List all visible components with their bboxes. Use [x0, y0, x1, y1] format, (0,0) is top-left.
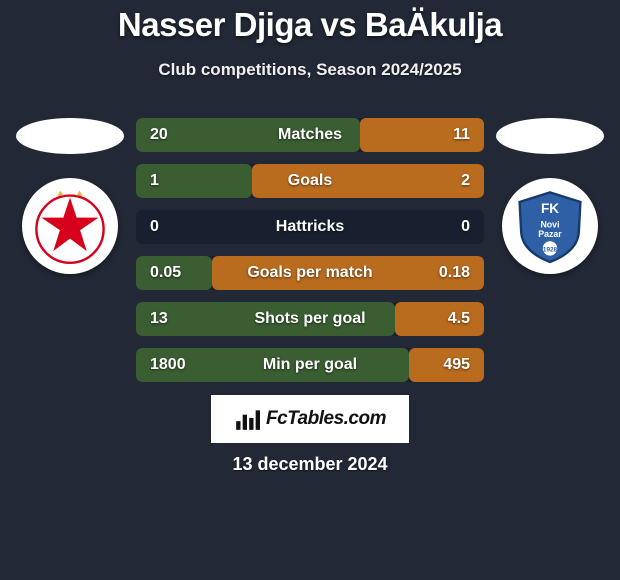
svg-text:FK: FK	[541, 201, 559, 216]
crvena-zvezda-icon	[30, 186, 110, 266]
page-subtitle: Club competitions, Season 2024/2025	[0, 60, 620, 80]
left-team-badge	[22, 178, 118, 274]
stat-value-left: 1	[150, 172, 159, 190]
right-flag-icon	[496, 118, 604, 154]
stat-label: Hattricks	[276, 218, 344, 236]
stat-value-left: 1800	[150, 356, 186, 374]
stat-value-left: 20	[150, 126, 168, 144]
site-name: FcTables.com	[266, 408, 386, 430]
stat-label: Goals per match	[247, 264, 372, 282]
date-label: 13 december 2024	[0, 454, 620, 475]
stat-label: Goals	[288, 172, 332, 190]
comparison-body: 20Matches111Goals20Hattricks00.05Goals p…	[0, 118, 620, 382]
stat-value-right: 4.5	[448, 310, 470, 328]
stat-value-left: 0	[150, 218, 159, 236]
stat-value-right: 0	[461, 218, 470, 236]
stat-row: 0 Hattricks 0	[136, 210, 484, 244]
page-title: Nasser Djiga vs BaÄkulja	[0, 0, 620, 44]
svg-text:Novi: Novi	[540, 220, 559, 230]
bar-chart-icon	[234, 406, 260, 432]
stat-row: 1800 Min per goal 495	[136, 348, 484, 382]
stat-bar-right	[395, 302, 484, 336]
stat-value-right: 11	[453, 126, 470, 144]
stat-bar-right	[252, 164, 484, 198]
novi-pazar-icon: FK Novi Pazar 1928	[510, 186, 590, 266]
svg-text:1928: 1928	[543, 247, 558, 254]
stat-row: 20 Matches 11	[136, 118, 484, 152]
stat-value-right: 0.18	[439, 264, 470, 282]
stats-list: 20Matches111Goals20Hattricks00.05Goals p…	[130, 118, 490, 382]
stat-label: Matches	[278, 126, 342, 144]
right-team-column: FK Novi Pazar 1928	[490, 118, 610, 274]
stat-value-left: 0.05	[150, 264, 181, 282]
site-badge: FcTables.com	[211, 395, 409, 443]
stat-value-right: 2	[461, 172, 470, 190]
stat-label: Shots per goal	[254, 310, 365, 328]
stat-value-right: 495	[443, 356, 470, 374]
stat-value-left: 13	[150, 310, 168, 328]
right-team-badge: FK Novi Pazar 1928	[502, 178, 598, 274]
svg-text:Pazar: Pazar	[538, 229, 562, 239]
stat-row: 0.05 Goals per match 0.18	[136, 256, 484, 290]
left-team-column	[10, 118, 130, 274]
left-flag-icon	[16, 118, 124, 154]
stat-row: 1 Goals 2	[136, 164, 484, 198]
stat-row: 13 Shots per goal 4.5	[136, 302, 484, 336]
stat-label: Min per goal	[263, 356, 357, 374]
comparison-card: Nasser Djiga vs BaÄkulja Club competitio…	[0, 0, 620, 580]
